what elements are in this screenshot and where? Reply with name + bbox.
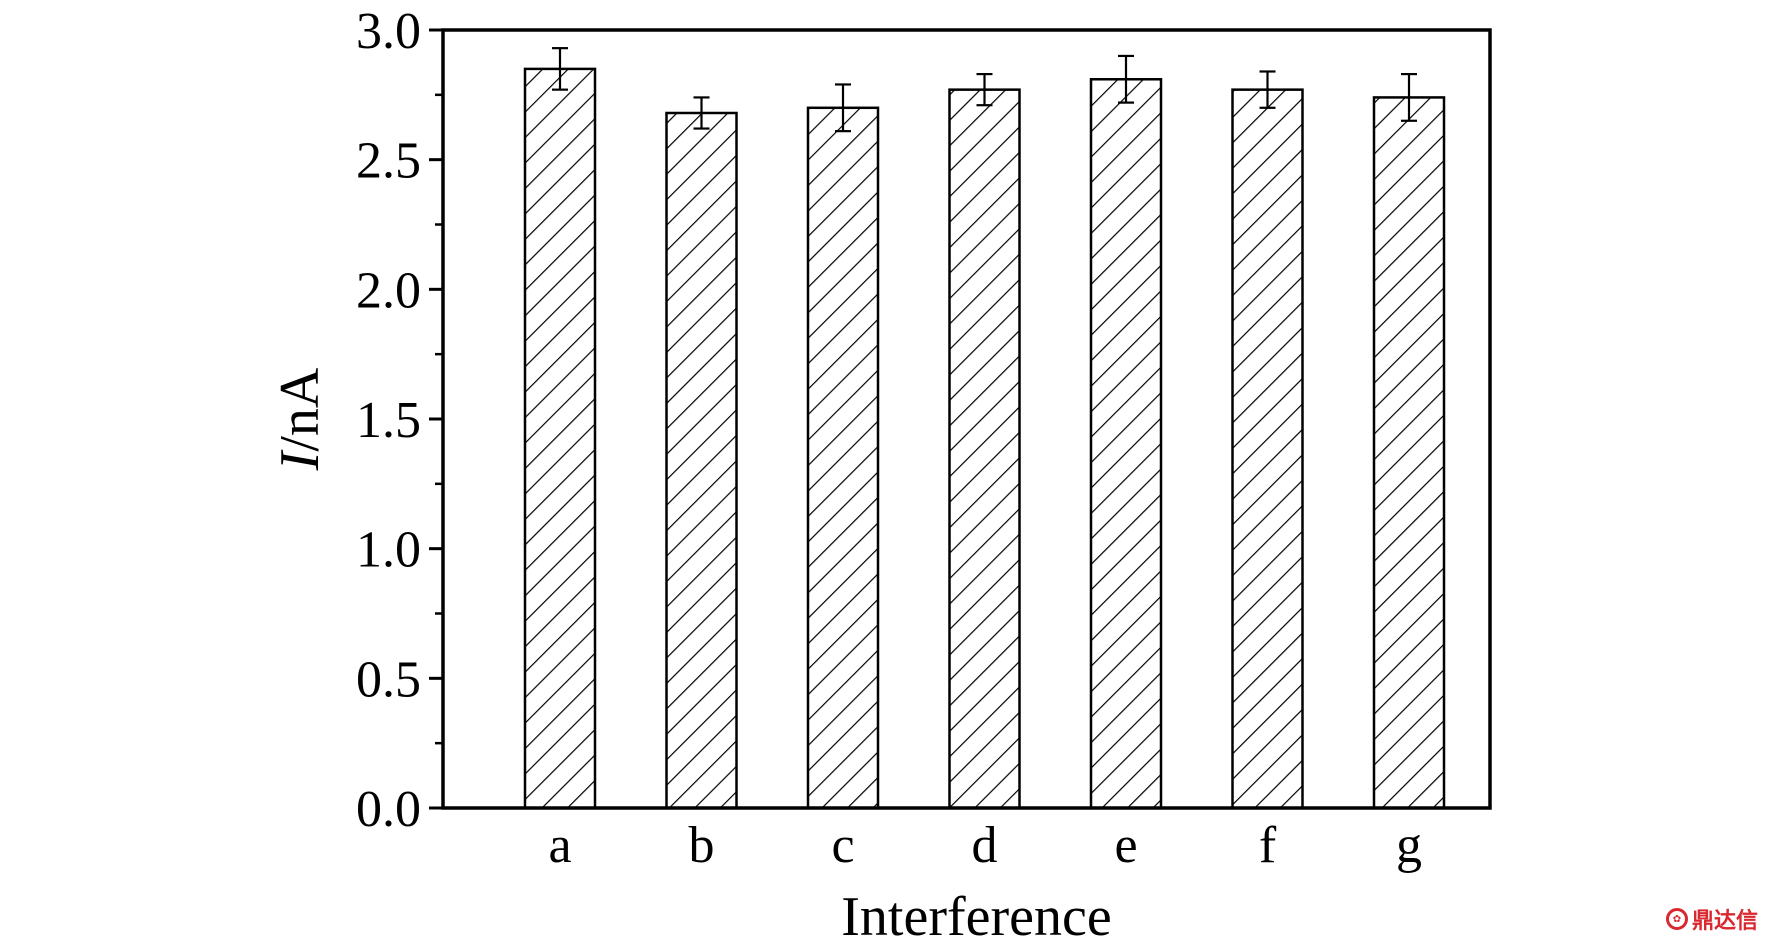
x-axis: a b c d e f g — [548, 817, 1422, 874]
x-axis-title: Interference — [841, 886, 1111, 945]
y-axis-title: I/nA — [269, 367, 331, 471]
x-tick-label-b: b — [689, 817, 715, 874]
watermark-logo-icon: ✿ — [1665, 908, 1688, 930]
bars-group — [523, 67, 1446, 810]
bar-d — [948, 88, 1021, 810]
x-tick-label-c: c — [831, 817, 854, 874]
y-tick-label: 1.0 — [356, 522, 421, 579]
y-tick-label: 0.5 — [356, 651, 421, 708]
y-axis-title-symbol: I — [269, 449, 331, 471]
error-bar-g — [1401, 72, 1417, 122]
x-tick-label-a: a — [548, 817, 571, 874]
y-tick-label: 2.5 — [356, 133, 421, 190]
y-axis: 0.0 0.5 1.0 1.5 2.0 2.5 3.0 — [356, 3, 443, 838]
x-tick-label-e: e — [1114, 817, 1137, 874]
bar-c — [806, 106, 880, 810]
y-tick-label: 2.0 — [356, 262, 421, 319]
bar-e — [1089, 78, 1163, 810]
watermark: ✿ 鼎达信 — [1665, 903, 1758, 935]
error-bar-a — [552, 47, 568, 91]
x-tick-label-g: g — [1396, 817, 1422, 874]
y-tick-label: 1.5 — [356, 392, 421, 449]
bar-f — [1231, 88, 1304, 810]
bar-b — [665, 111, 738, 810]
error-bar-e — [1118, 54, 1134, 104]
y-axis-title-unit: /nA — [269, 367, 331, 452]
watermark-text: 鼎达信 — [1691, 909, 1758, 934]
y-tick-label: 3.0 — [356, 3, 421, 60]
x-tick-label-f: f — [1259, 817, 1277, 874]
error-bar-d — [976, 72, 993, 107]
x-tick-label-d: d — [972, 817, 998, 874]
bar-g — [1372, 96, 1446, 810]
error-bar-b — [693, 96, 710, 130]
error-bar-c — [835, 83, 851, 133]
error-bars-group — [552, 47, 1417, 133]
error-bar-f — [1259, 70, 1276, 109]
y-tick-label: 0.0 — [356, 781, 421, 838]
bar-a — [523, 67, 597, 810]
